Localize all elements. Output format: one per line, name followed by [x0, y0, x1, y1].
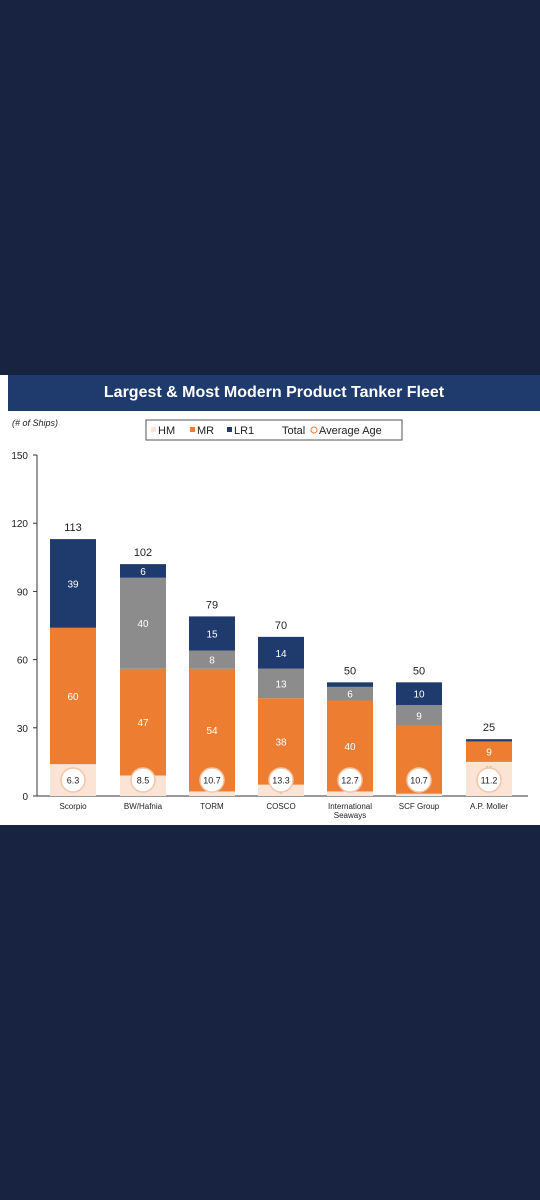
bar-segment-mr — [120, 668, 166, 776]
segment-label: 39 — [67, 579, 79, 590]
segment-label: 60 — [67, 692, 79, 703]
bar-segment-mr — [466, 741, 512, 762]
bar-segment-hm — [189, 791, 235, 796]
segment-label: 15 — [206, 629, 218, 640]
chart-plot: HM MR LR1 Total Average Age 0 30 60 90 120 150 Sco… — [11, 419, 528, 820]
average-age-marker — [406, 767, 432, 793]
legend-swatch — [310, 426, 318, 434]
bar-segment-hm — [327, 791, 373, 796]
legend-swatch — [227, 427, 232, 432]
average-age-marker — [337, 767, 363, 793]
y-tick-label: 90 — [17, 587, 29, 598]
x-tick-label: SCF Group — [399, 802, 440, 811]
bars: 1460391136.3474061028.5548157910.7538131… — [50, 522, 512, 796]
x-tick-label: Scorpio — [59, 802, 87, 811]
total-label: 113 — [64, 522, 82, 534]
average-age-label: 6.3 — [67, 776, 80, 786]
chart-card: Largest & Most Modern Product Tanker Fle… — [0, 375, 540, 825]
total-label: 50 — [344, 665, 356, 677]
segment-label: 6 — [140, 567, 146, 578]
total-label: 25 — [483, 722, 495, 734]
bar-segment-lr1 — [120, 564, 166, 578]
segment-label: 13 — [275, 679, 287, 690]
segment-label: 6 — [347, 690, 353, 701]
x-tick-label: TORM — [200, 802, 224, 811]
average-age-marker — [476, 767, 502, 793]
segment-label: 38 — [275, 737, 287, 748]
segment-label: 10 — [413, 690, 425, 701]
bar-segment-lr1 — [50, 539, 96, 628]
bar-segment-lr1 — [466, 739, 512, 742]
legend-swatch — [151, 427, 156, 432]
average-age-label: 8.5 — [137, 776, 150, 786]
bar-segment-lr2 — [396, 705, 442, 726]
average-age-marker — [268, 767, 294, 793]
legend: HM MR LR1 Total Average Age — [145, 419, 403, 441]
bar-segment-lr2 — [189, 650, 235, 669]
average-age-label: 13.3 — [272, 776, 290, 786]
bar-segment-lr2 — [327, 686, 373, 701]
legend-box — [145, 419, 403, 441]
x-tick-label: Seaways — [334, 811, 366, 820]
segment-label: 14 — [275, 649, 287, 660]
total-label: 79 — [206, 599, 218, 611]
bar-segment-lr1 — [396, 682, 442, 706]
total-label: 102 — [134, 547, 152, 559]
legend-label: MR — [197, 425, 214, 437]
legend-label: HM — [158, 425, 175, 437]
x-tick-label: COSCO — [266, 802, 295, 811]
segment-label: 9 — [486, 748, 492, 759]
y-tick-label: 120 — [11, 519, 28, 530]
y-tick-label: 150 — [11, 451, 28, 462]
bar-segment-lr2 — [120, 577, 166, 669]
bar-segment-lr1 — [258, 636, 304, 669]
segment-label: 40 — [344, 742, 356, 753]
average-age-marker — [60, 767, 86, 793]
segment-label: 40 — [137, 619, 149, 630]
x-tick-label: A.P. Moller — [470, 802, 508, 811]
average-age-label: 12.7 — [341, 776, 359, 786]
x-tick-label: International — [328, 802, 372, 811]
total-label: 50 — [413, 665, 425, 677]
legend-label: LR1 — [234, 425, 254, 437]
y-axis-label: (# of Ships) — [12, 418, 59, 428]
total-label: 70 — [275, 620, 287, 632]
y-tick-label: 0 — [22, 792, 28, 803]
axes: 0 30 60 90 120 150 Scorpio BW/Hafnia TORM COSCO In… — [11, 451, 528, 820]
average-age-label: 10.7 — [410, 776, 428, 786]
average-age-marker — [199, 767, 225, 793]
segment-label: 54 — [206, 726, 218, 737]
bar-segment-mr — [50, 627, 96, 765]
segment-label: 8 — [209, 656, 215, 667]
average-age-label: 10.7 — [203, 776, 221, 786]
y-tick-label: 30 — [17, 724, 29, 735]
legend-swatch — [190, 427, 195, 432]
bar-segment-lr1 — [327, 682, 373, 687]
bar-segment-lr2 — [258, 668, 304, 699]
average-age-label: 11.2 — [481, 776, 498, 786]
legend-label: Average Age — [319, 425, 382, 437]
legend-label: Total — [282, 425, 305, 437]
x-tick-label: BW/Hafnia — [124, 802, 163, 811]
segment-label: 47 — [137, 718, 149, 729]
bar-segment-lr1 — [189, 616, 235, 651]
average-age-marker — [130, 767, 156, 793]
bar-segment-hm — [396, 793, 442, 796]
segment-label: 9 — [416, 711, 422, 722]
y-tick-label: 60 — [17, 656, 29, 667]
chart-title: Largest & Most Modern Product Tanker Fle… — [8, 375, 540, 411]
